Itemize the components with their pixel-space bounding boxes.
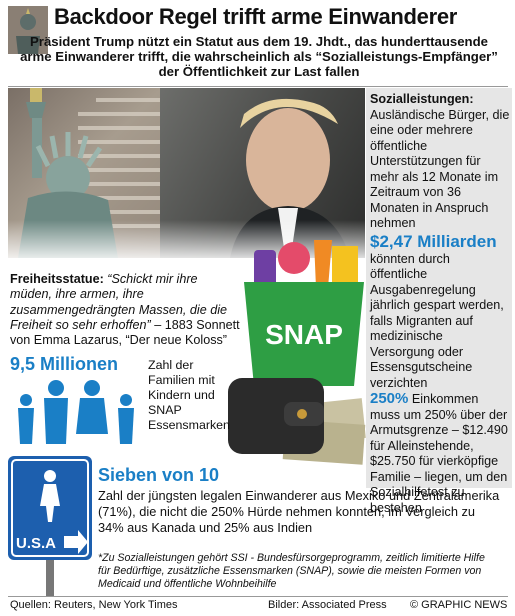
sidebar-benefits: Sozialleistungen: Ausländische Bürger, d…	[370, 92, 510, 516]
young-immigrants-value: Sieben von 10	[98, 465, 220, 485]
wallet-icon	[228, 378, 366, 465]
sidebar-heading: Sozialleistungen:	[370, 92, 474, 106]
footnote: *Zu Sozialleistungen gehört SSI - Bundes…	[98, 552, 485, 590]
page-title: Backdoor Regel trifft arme Einwanderer	[54, 4, 458, 29]
people-family-icon	[18, 380, 134, 444]
bottom-divider	[8, 596, 508, 597]
income-threshold-text: Einkommen muss um 250% über der Armutsgr…	[370, 392, 508, 515]
snap-label: SNAP	[265, 319, 343, 350]
sources-credit: Quellen: Reuters, New York Times	[10, 599, 178, 611]
statue-logo-icon	[8, 6, 48, 54]
savings-text: könnten durch öffentliche Ausgabenregelu…	[370, 251, 504, 390]
sidebar-definition: Ausländische Bürger, die eine oder mehre…	[370, 107, 510, 231]
photo-credit: Bilder: Associated Press	[268, 599, 387, 611]
liberty-quote-text: “Schickt mir ihre müden, ihre armen, ihr…	[10, 272, 228, 332]
young-immigrants-text: Zahl der jüngsten legalen Einwanderer au…	[98, 488, 500, 535]
top-divider	[8, 86, 508, 87]
savings-amount: $2,47 Milliarden	[370, 231, 497, 251]
liberty-label: Freiheitsstatue:	[10, 272, 104, 286]
families-value: 9,5 Millionen	[10, 354, 119, 374]
photo-fade	[8, 220, 368, 280]
sign-label: U.S.A	[16, 535, 56, 552]
liberty-quote-source: – 1883 Sonnett von Emma Lazarus, “Der ne…	[10, 317, 240, 348]
income-threshold: 250%	[370, 390, 409, 407]
plaque-title-line	[96, 98, 176, 102]
agency-credit: © GRAPHIC NEWS	[410, 599, 508, 611]
usa-sign-icon: U.S.A	[8, 456, 92, 596]
page-subtitle: Präsident Trump nützt ein Statut aus dem…	[20, 34, 498, 79]
families-text: Zahl der Familien mit Kindern und SNAP E…	[148, 358, 230, 432]
sidebar-background	[366, 88, 512, 488]
snap-grocery-bag-icon: SNAP	[244, 240, 364, 386]
liberty-quote: Freiheitsstatue: “Schickt mir ihre müden…	[10, 272, 240, 349]
